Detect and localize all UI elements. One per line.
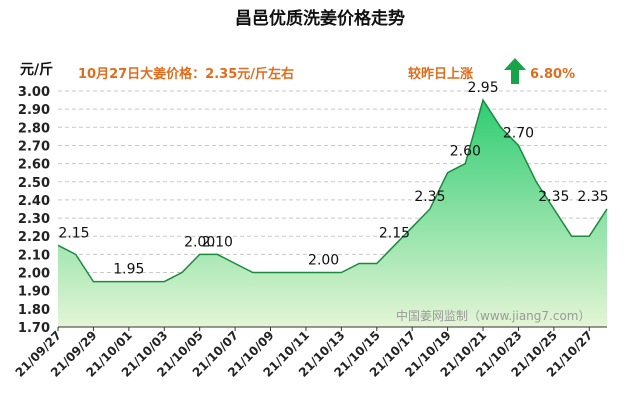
chart-title: 昌邑优质洗姜价格走势 [235,8,405,29]
y-axis-ticks: 3.00 2.90 2.80 2.70 2.60 2.50 2.40 2.30 2.20 2.10… [18,85,50,336]
data-label: 2.35 [577,189,608,205]
data-label: 2.35 [538,189,569,205]
y-tick-label: 2.40 [18,194,50,209]
y-tick-label: 1.90 [18,285,50,300]
data-label: 1.95 [113,262,144,278]
y-axis-unit: 元/斤 [20,61,53,78]
price-area [58,100,607,327]
y-tick-label: 2.10 [18,248,50,263]
data-label: 2.10 [202,234,233,250]
data-label: 2.00 [184,234,215,250]
data-label: 2.15 [379,225,410,241]
change-value: 6.80% [530,67,575,82]
price-note: 10月27日大姜价格：2.35元/斤左右 [78,66,294,82]
y-tick-label: 2.70 [18,139,50,154]
change-label: 较昨日上涨 [408,66,473,82]
data-label: 2.95 [467,80,498,96]
y-tick-label: 2.00 [18,267,50,282]
y-tick-label: 2.60 [18,158,50,173]
data-label: 2.00 [308,253,339,269]
data-label: 2.35 [414,189,445,205]
data-label: 2.70 [503,125,534,141]
watermark: 中国姜网监制（www.jiang7.com） [396,308,590,323]
y-tick-label: 2.20 [18,230,50,245]
x-axis-ticks: 21/09/2721/09/2921/10/0121/10/0321/10/05… [13,327,595,380]
data-label: 2.60 [450,144,481,160]
y-tick-label: 1.80 [18,303,50,318]
data-labels: 2.151.952.002.102.002.152.352.602.952.70… [58,80,608,278]
up-arrow-icon [504,58,526,84]
y-tick-label: 1.70 [18,321,50,336]
y-tick-label: 2.90 [18,103,50,118]
y-tick-label: 2.50 [18,176,50,191]
y-tick-label: 2.80 [18,121,50,136]
y-tick-label: 2.30 [18,212,50,227]
data-label: 2.15 [58,225,89,241]
price-line [57,98,608,283]
y-tick-label: 3.00 [18,85,50,100]
